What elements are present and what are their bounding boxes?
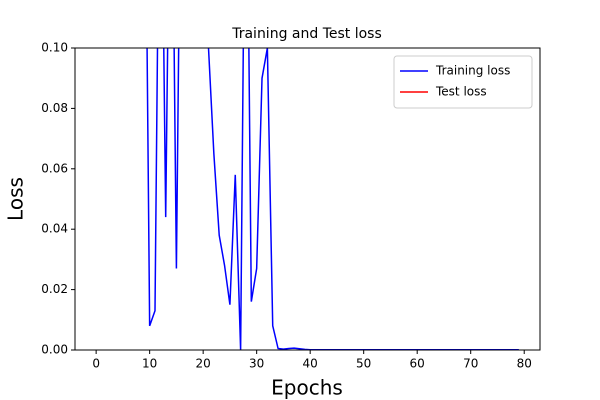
x-tick-label: 40: [303, 357, 318, 371]
x-tick-label: 70: [463, 357, 478, 371]
y-tick-label: 0.02: [41, 282, 68, 296]
x-tick-label: 30: [249, 357, 264, 371]
legend-box: [393, 55, 533, 109]
y-tick-label: 0.10: [41, 41, 68, 55]
legend-label: Training loss: [435, 64, 510, 78]
chart-title: Training and Test loss: [231, 26, 382, 42]
x-tick-label: 0: [92, 357, 100, 371]
x-tick-label: 80: [517, 357, 532, 371]
x-tick-label: 50: [356, 357, 371, 371]
x-axis-label: Epochs: [271, 376, 343, 400]
y-tick-label: 0.00: [41, 343, 68, 357]
x-tick-label: 20: [196, 357, 211, 371]
legend-label: Test loss: [435, 85, 487, 99]
x-tick-label: 60: [410, 357, 425, 371]
x-tick-label: 10: [142, 357, 157, 371]
y-tick-label: 0.08: [41, 101, 68, 115]
axes-frame: [74, 47, 541, 351]
y-axis-label: Loss: [4, 177, 28, 221]
y-tick-label: 0.04: [41, 222, 68, 236]
y-tick-label: 0.06: [41, 161, 68, 175]
